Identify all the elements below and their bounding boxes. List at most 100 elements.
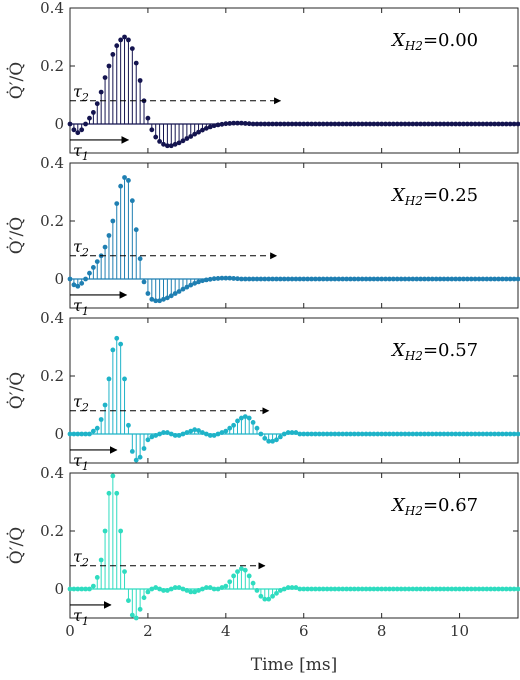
stem-marker bbox=[98, 417, 104, 422]
stem-marker bbox=[137, 606, 143, 612]
tau1-label: τ1 bbox=[73, 451, 89, 473]
stem-marker bbox=[262, 596, 268, 602]
panel-3: 0 0.2 0.4 Q̇′/Q̇ τ2 τ1 XH2=0.57 bbox=[7, 309, 520, 473]
stem-marker bbox=[149, 296, 155, 302]
x-tick-label: 10 bbox=[450, 622, 469, 640]
xh2-annotation: XH2=0.00 bbox=[390, 30, 478, 53]
panel-frame bbox=[69, 7, 519, 154]
xh2-value: =0.00 bbox=[423, 30, 478, 51]
stem-marker bbox=[196, 129, 201, 135]
stem-marker bbox=[71, 127, 77, 133]
stem-marker bbox=[235, 569, 240, 574]
stem-marker bbox=[94, 425, 100, 431]
stem-marker bbox=[200, 127, 205, 133]
stem-marker bbox=[133, 615, 139, 621]
stem-marker bbox=[161, 141, 166, 147]
x-axis-label: Time [ms] bbox=[251, 655, 337, 675]
stem-marker bbox=[180, 286, 186, 292]
x-tick-label: 0 bbox=[65, 622, 75, 640]
stem-marker bbox=[250, 580, 256, 586]
stem-marker bbox=[192, 131, 198, 137]
stem-marker bbox=[153, 298, 159, 304]
xh2-subscript: H2 bbox=[404, 39, 423, 53]
xh2-subscript: H2 bbox=[404, 504, 423, 518]
stem-marker bbox=[114, 490, 120, 496]
stem-marker bbox=[188, 134, 194, 139]
stem-marker bbox=[137, 78, 143, 83]
stem-marker bbox=[94, 101, 100, 107]
stem-marker bbox=[250, 420, 256, 425]
stem-marker bbox=[172, 141, 178, 147]
stem-marker bbox=[168, 293, 174, 299]
stem-marker bbox=[75, 283, 81, 289]
stem-marker bbox=[274, 437, 279, 443]
stem-marker bbox=[122, 34, 127, 40]
xh2-base: X bbox=[390, 30, 406, 51]
y-axis-label: Q̇′/Q̇ bbox=[7, 62, 27, 99]
stem-marker bbox=[145, 589, 151, 595]
xh2-value: =0.25 bbox=[423, 185, 478, 206]
stem-marker bbox=[79, 280, 85, 286]
stem-marker bbox=[180, 138, 186, 144]
xh2-value: =0.57 bbox=[423, 340, 478, 361]
tau2-subscript: 2 bbox=[81, 401, 89, 414]
stem-marker bbox=[133, 227, 139, 233]
xh2-base: X bbox=[390, 340, 406, 361]
stem-marker bbox=[137, 256, 143, 262]
stem-marker bbox=[102, 402, 108, 408]
stem-marker bbox=[161, 296, 166, 302]
stem-marker bbox=[258, 593, 264, 599]
stem-marker bbox=[223, 428, 229, 434]
stem-marker bbox=[184, 136, 190, 141]
stem-marker bbox=[207, 124, 213, 130]
stem-marker bbox=[196, 279, 201, 285]
stem-marker bbox=[176, 140, 182, 146]
tau1-subscript: 1 bbox=[82, 615, 89, 628]
stem-marker bbox=[102, 528, 108, 534]
tau1-subscript: 1 bbox=[82, 305, 89, 318]
tau1-subscript: 1 bbox=[82, 150, 89, 163]
stem-marker bbox=[153, 134, 159, 140]
stem-marker bbox=[196, 428, 201, 433]
stem-marker bbox=[231, 573, 237, 579]
stem-marker bbox=[106, 233, 112, 238]
stem-marker bbox=[110, 218, 116, 224]
stem-marker bbox=[176, 289, 182, 294]
stem-marker bbox=[239, 566, 244, 572]
stem-marker bbox=[129, 612, 135, 618]
stem-marker bbox=[133, 457, 139, 463]
stem-marker bbox=[106, 490, 112, 496]
stem-marker bbox=[141, 279, 147, 285]
y-tick-label: 0.4 bbox=[40, 309, 64, 327]
stem-marker bbox=[110, 347, 116, 353]
stem-marker bbox=[239, 415, 244, 421]
stem-marker bbox=[223, 583, 229, 589]
x-tick-label: 4 bbox=[221, 622, 231, 640]
stems-group bbox=[67, 34, 520, 149]
xh2-base: X bbox=[390, 185, 406, 206]
stem-marker bbox=[157, 139, 163, 144]
stem-marker bbox=[94, 259, 100, 264]
stem-marker bbox=[87, 270, 92, 276]
stem-marker bbox=[188, 428, 194, 434]
y-tick-label: 0 bbox=[54, 580, 64, 598]
stem-marker bbox=[203, 125, 209, 131]
tau2-subscript: 2 bbox=[81, 91, 89, 104]
stem-marker bbox=[98, 89, 104, 95]
stem-marker bbox=[75, 130, 81, 136]
y-tick-label: 0.2 bbox=[40, 57, 64, 75]
stem-marker bbox=[274, 590, 279, 596]
y-tick-label: 0 bbox=[54, 270, 64, 288]
y-axis-label: Q̇′/Q̇ bbox=[7, 527, 27, 564]
tau2-subscript: 2 bbox=[81, 246, 89, 259]
y-tick-label: 0 bbox=[54, 425, 64, 443]
y-tick-label: 0.2 bbox=[40, 212, 64, 230]
tau1-label: τ1 bbox=[73, 296, 89, 318]
stem-marker bbox=[235, 418, 240, 424]
stem-marker bbox=[102, 244, 108, 250]
stem-marker bbox=[149, 434, 155, 440]
tau2-label: τ2 bbox=[73, 392, 89, 414]
stem-marker bbox=[188, 282, 194, 288]
stem-marker bbox=[172, 291, 178, 296]
